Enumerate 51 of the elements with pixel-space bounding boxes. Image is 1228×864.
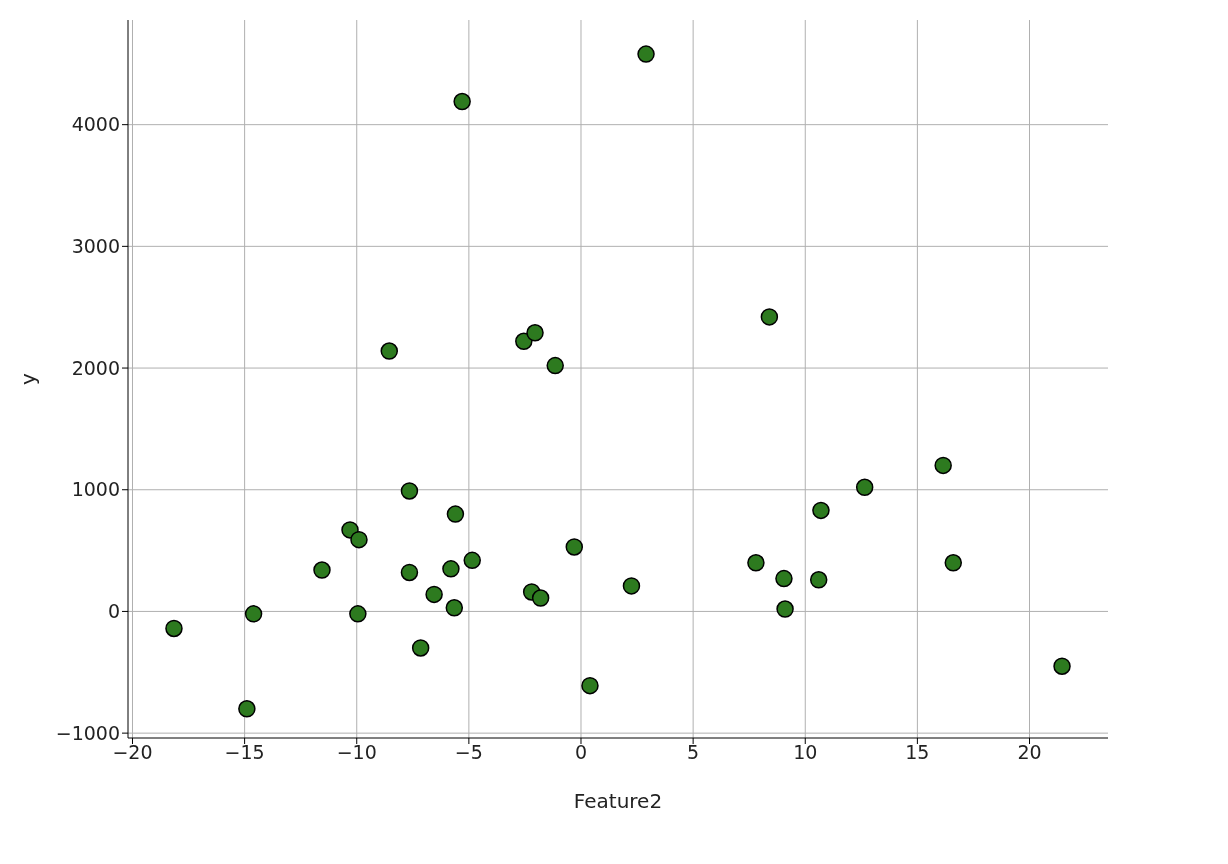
point bbox=[400, 482, 419, 500]
point bbox=[526, 324, 544, 342]
point bbox=[442, 560, 460, 578]
point bbox=[747, 554, 765, 572]
y-axis-title: y bbox=[16, 372, 41, 385]
point bbox=[760, 308, 779, 326]
point bbox=[809, 571, 828, 589]
y-tick-label: 4000 bbox=[71, 113, 120, 136]
x-tick-label: 15 bbox=[905, 741, 930, 764]
x-tick-label: −15 bbox=[224, 741, 265, 764]
point bbox=[775, 569, 793, 588]
point bbox=[349, 605, 367, 623]
y-tick-label: −1000 bbox=[55, 721, 120, 744]
point bbox=[637, 45, 655, 63]
point bbox=[453, 92, 471, 111]
point bbox=[238, 700, 256, 718]
point bbox=[425, 585, 443, 604]
point bbox=[944, 554, 963, 572]
point bbox=[812, 501, 830, 520]
point bbox=[244, 605, 263, 623]
point bbox=[411, 639, 430, 657]
point bbox=[446, 505, 465, 523]
point bbox=[546, 356, 564, 375]
x-tick-label: 5 bbox=[687, 741, 700, 764]
x-tick-label: 20 bbox=[1017, 741, 1042, 764]
point bbox=[581, 676, 599, 695]
point bbox=[380, 342, 399, 360]
point bbox=[445, 599, 464, 617]
point bbox=[855, 478, 874, 497]
point bbox=[313, 561, 331, 579]
x-tick-label: 0 bbox=[574, 741, 588, 764]
y-tick-label: 2000 bbox=[71, 356, 120, 379]
y-tick-label: 1000 bbox=[71, 478, 120, 501]
point bbox=[463, 551, 481, 570]
y-tick-label: 0 bbox=[107, 600, 120, 623]
x-tick-label: 10 bbox=[793, 741, 818, 764]
x-tick-label: −5 bbox=[454, 741, 483, 764]
point bbox=[531, 589, 550, 607]
point bbox=[776, 600, 794, 618]
x-tick-label: −10 bbox=[336, 741, 377, 764]
y-tick-label: 3000 bbox=[71, 235, 120, 258]
point bbox=[934, 456, 952, 475]
point bbox=[622, 577, 641, 595]
point bbox=[165, 619, 183, 638]
point bbox=[1053, 657, 1071, 675]
point bbox=[565, 538, 584, 556]
point bbox=[515, 332, 533, 351]
point bbox=[350, 530, 368, 549]
x-tick-label: −20 bbox=[112, 741, 153, 764]
x-axis-title: Feature2 bbox=[573, 789, 663, 813]
point bbox=[400, 563, 419, 582]
